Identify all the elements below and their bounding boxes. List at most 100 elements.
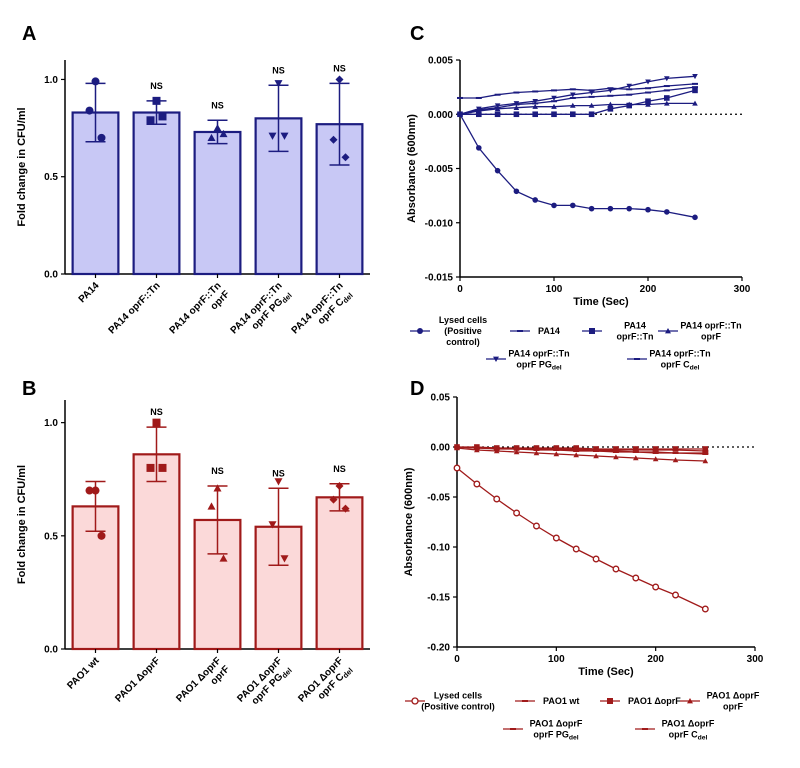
c-series-point (476, 111, 482, 118)
c-x-tick-label: 300 (734, 284, 751, 295)
c-legend-label: PA14 oprF::Tn (508, 349, 569, 359)
c-series-point (569, 88, 576, 91)
a-category-label-line: PA14 (77, 280, 102, 305)
d-series-line (456, 467, 706, 610)
a-category-label-line: PA14 oprF::Tn (107, 280, 163, 336)
d-series-point (672, 591, 679, 599)
c-series-point (494, 103, 501, 109)
c-x-axis-label: Time (Sec) (573, 296, 629, 308)
c-series-point (475, 96, 482, 99)
c-series-point (532, 103, 538, 109)
a-significance-label: NS (333, 63, 346, 73)
c-legend-label: control) (446, 337, 480, 347)
d-legend-label: PAO1 ΔoprF (662, 719, 715, 729)
a-y-tick-label: 1.0 (44, 75, 58, 86)
d-x-tick-label: 300 (747, 654, 764, 665)
c-series-point (494, 111, 501, 118)
panel-label-b: B (22, 378, 36, 400)
d-series-point (612, 450, 619, 452)
c-series-point (607, 94, 614, 97)
c-series-point (607, 88, 614, 94)
c-series-point (588, 111, 595, 118)
d-series-point (592, 555, 600, 563)
b-y-tick-label: 1.0 (44, 418, 58, 429)
b-category-label: PAO1 ΔoprF (113, 655, 162, 704)
c-series-point (551, 95, 557, 101)
c-y-tick-label: -0.010 (425, 218, 454, 229)
c-series-point (532, 90, 539, 93)
d-legend-label: Lysed cells (434, 691, 482, 701)
d-series-point (473, 480, 481, 488)
d-series-point (454, 446, 460, 448)
d-legend-label: PAO1 ΔoprF (628, 696, 681, 706)
a-bar (193, 130, 242, 276)
b-data-point (97, 531, 106, 540)
c-series-point (626, 88, 633, 91)
d-series-point (553, 449, 560, 451)
c-series-point (551, 202, 557, 209)
a-bar (132, 111, 181, 276)
c-y-tick-label: 0.000 (428, 110, 453, 121)
b-data-point (207, 502, 216, 510)
c-series-point (645, 98, 651, 105)
c-series-point (494, 93, 501, 96)
a-y-axis-label: Fold change in CFU/ml (16, 107, 28, 226)
c-series-point (551, 100, 557, 103)
d-legend-marker (510, 728, 516, 730)
c-series-point (532, 197, 538, 203)
c-legend-marker (493, 356, 499, 362)
c-legend-marker (417, 328, 423, 334)
c-series-point (476, 145, 482, 151)
b-data-point (152, 418, 161, 427)
d-x-tick-label: 100 (548, 654, 565, 665)
c-legend-label: PA14 oprF::Tn (649, 349, 710, 359)
d-series-point (633, 455, 639, 461)
a-data-point (274, 80, 283, 88)
c-legend-label: oprF PGdel (516, 360, 561, 372)
d-series-point (473, 447, 480, 449)
c-series-point (626, 205, 632, 212)
b-y-tick-label: 0.0 (44, 645, 58, 656)
d-series-point (652, 583, 660, 591)
c-legend-label: (Positive (444, 326, 482, 336)
d-series-point (633, 446, 639, 452)
b-data-point (341, 504, 350, 513)
a-category-label: PA14 oprF::Tn (107, 280, 163, 336)
b-data-point (91, 486, 100, 495)
d-y-tick-label: -0.15 (427, 593, 450, 604)
a-data-point (213, 124, 222, 132)
c-series-line (459, 113, 696, 218)
d-legend-label: (Positive control) (421, 702, 495, 712)
a-significance-label: NS (150, 81, 163, 91)
c-series-point (645, 79, 651, 85)
c-y-axis-label: Absorbance (600nm) (406, 114, 418, 223)
c-series-point (551, 103, 557, 109)
c-legend-label: oprF Cdel (661, 360, 700, 372)
c-series-point (692, 74, 698, 80)
d-series-point (573, 449, 580, 451)
c-series-point (570, 92, 576, 98)
d-series-point (593, 453, 599, 459)
c-series-point (645, 87, 651, 90)
d-series-point (513, 448, 520, 450)
c-series-point (588, 95, 595, 98)
a-data-point (152, 96, 161, 105)
c-series-line (459, 86, 696, 115)
a-data-point (158, 112, 167, 121)
c-series-point (588, 205, 595, 212)
d-series-point (672, 457, 679, 463)
c-series-point (692, 87, 698, 94)
c-series-point (645, 91, 651, 94)
c-series-point (607, 101, 614, 107)
d-legend-marker (642, 728, 648, 730)
c-series-point (532, 98, 538, 105)
c-legend-marker (517, 330, 523, 332)
c-series-point (494, 167, 501, 174)
b-data-point (85, 486, 94, 495)
c-series-point (626, 93, 633, 96)
d-series-point (632, 451, 639, 453)
d-series-point (573, 452, 579, 458)
c-series-point (664, 209, 670, 215)
